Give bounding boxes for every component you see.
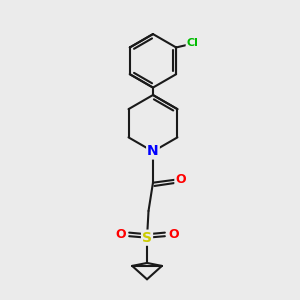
Text: O: O [175,173,186,186]
Text: Cl: Cl [187,38,198,48]
Text: N: N [147,145,159,158]
Text: O: O [169,228,179,241]
Text: O: O [115,228,126,241]
Text: S: S [142,231,152,245]
